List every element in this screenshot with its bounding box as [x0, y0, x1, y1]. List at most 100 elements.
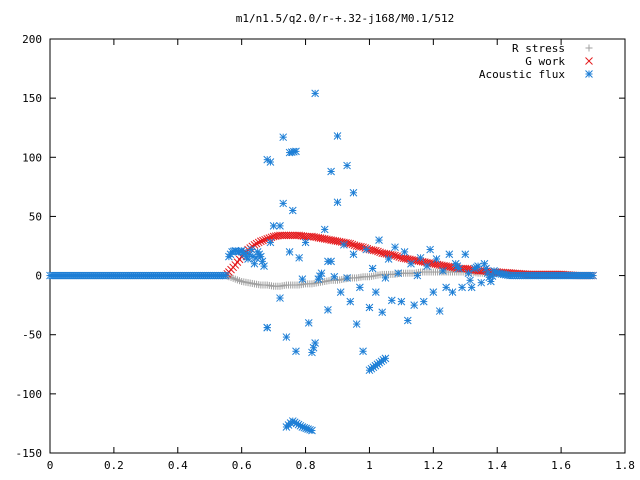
data-point [444, 262, 453, 271]
data-point [265, 234, 274, 242]
star-b [453, 262, 462, 270]
data-point [407, 259, 415, 268]
star-b [458, 283, 466, 292]
data-point [458, 283, 466, 292]
star-b [378, 308, 387, 317]
data-point [327, 167, 335, 176]
star-b [384, 255, 393, 263]
data-point [254, 238, 263, 247]
data-point [289, 147, 298, 156]
cross-b [463, 265, 472, 273]
data-point [480, 259, 489, 268]
data-point [380, 249, 389, 258]
y-tick-label: 50 [29, 210, 42, 223]
cross-b [265, 234, 274, 242]
data-point [362, 245, 371, 254]
cross-b [299, 232, 308, 240]
data-point [387, 296, 396, 305]
data-point [349, 188, 358, 197]
data-point [271, 232, 280, 240]
data-point [343, 161, 351, 170]
star-b [250, 259, 259, 268]
star-b [365, 303, 374, 312]
star-b [467, 283, 476, 292]
data-point [391, 243, 399, 252]
data-point [335, 237, 344, 246]
data-point [269, 222, 278, 230]
data-point [298, 275, 307, 283]
star-b [397, 297, 406, 306]
cross-b [329, 236, 338, 245]
x-tick-label: 1.6 [551, 459, 571, 472]
legend-label: R stress [512, 42, 565, 55]
data-point [370, 272, 378, 280]
data-point [320, 225, 329, 234]
cross-b [380, 249, 389, 258]
star-b [247, 245, 256, 254]
data-point [472, 263, 481, 272]
cross-b [406, 255, 414, 264]
legend-marker [585, 57, 593, 65]
data-point [352, 320, 361, 328]
star-b [448, 288, 457, 296]
cross-b [259, 236, 267, 245]
cross-b [352, 242, 361, 250]
cross-b [354, 242, 363, 251]
star-b [295, 253, 304, 262]
star-b [410, 301, 419, 309]
data-point [461, 250, 470, 259]
data-point [285, 248, 294, 256]
star-b [585, 70, 593, 78]
data-point [266, 158, 275, 166]
data-point [333, 132, 342, 140]
data-point [426, 245, 434, 254]
star-b [451, 259, 460, 268]
star-b [416, 253, 425, 262]
cross-b [284, 231, 293, 240]
data-point [322, 235, 331, 244]
data-point [330, 272, 339, 281]
cross-b [359, 243, 367, 252]
star-b [477, 278, 486, 287]
star-b [248, 252, 257, 261]
data-point [416, 253, 425, 262]
data-point [587, 271, 595, 280]
data-point [308, 348, 316, 357]
star-b [381, 274, 390, 282]
cross-b [316, 234, 325, 242]
cross-b [393, 252, 401, 261]
data-point [219, 271, 228, 280]
star-b [403, 316, 412, 325]
cross-b [229, 263, 238, 272]
cross-b [399, 254, 408, 263]
cross-b [382, 250, 391, 258]
axes: 0 0.2 0.4 0.6 0.8 1 1.2 1.4 1.6 1.8 200 150 100 50 0 -5… [16, 33, 635, 472]
cross-b [271, 232, 280, 240]
star-b [294, 420, 303, 429]
x-tick-label: 1.2 [423, 459, 443, 472]
cross-b [423, 258, 431, 267]
cross-b [305, 232, 314, 241]
cross-b [256, 237, 265, 246]
data-point [354, 242, 363, 251]
cross-b [371, 246, 380, 255]
star-b [407, 259, 415, 268]
star-b [480, 259, 489, 268]
cross-b [397, 253, 406, 262]
cross-b [442, 262, 450, 270]
cross-b [429, 259, 438, 268]
y-tick-label: -100 [16, 388, 43, 401]
star-b [324, 257, 332, 266]
data-point [394, 269, 403, 278]
star-b [455, 264, 463, 273]
star-b [263, 155, 272, 164]
star-b [488, 272, 497, 281]
data-point [413, 271, 422, 280]
star-b [290, 418, 299, 427]
cross-b [401, 254, 410, 263]
data-point [350, 241, 359, 250]
cross-b [278, 231, 286, 240]
data-point [344, 239, 353, 248]
data-point [278, 231, 286, 240]
